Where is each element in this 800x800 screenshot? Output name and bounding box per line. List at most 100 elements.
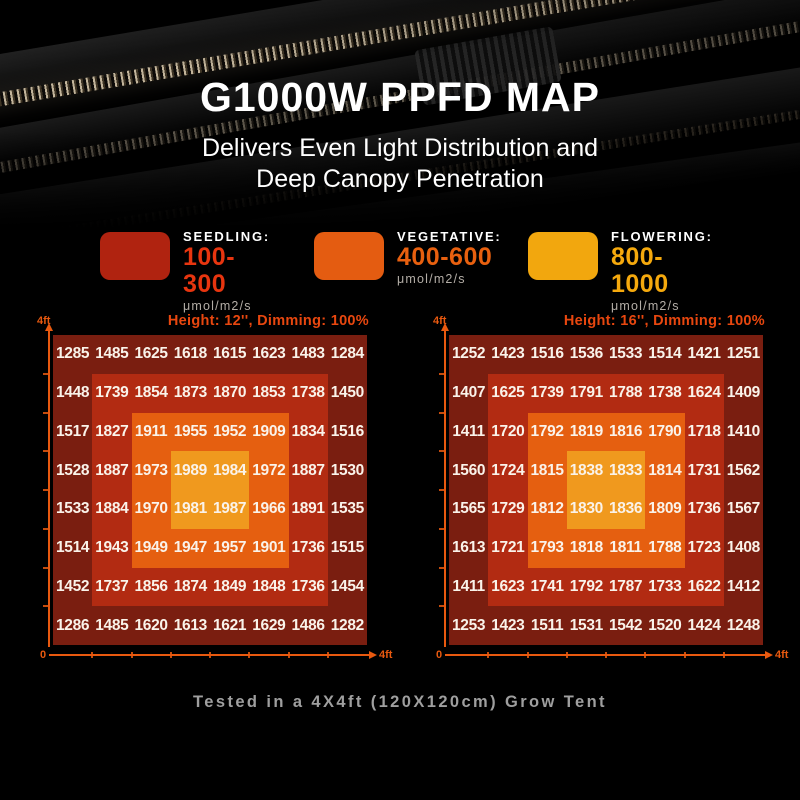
ppfd-charts: 4ft Height: 12'', Dimming: 100% 1285 1485… [0,311,800,667]
ppfd-cell: 1486 [288,606,328,645]
ppfd-chart-12in: 4ft Height: 12'', Dimming: 100% 1285 1485… [35,311,392,667]
ppfd-cell: 1452 [53,567,93,607]
ppfd-cell: 1787 [606,567,646,607]
ppfd-chart-16in: 4ft Height: 16'', Dimming: 100% 1252 1423… [431,311,788,667]
y-axis-tick [439,450,444,453]
ppfd-cell: 1957 [210,528,250,568]
ppfd-cell: 1848 [249,567,289,607]
y-axis-tick [439,527,444,530]
test-condition-caption: Tested in a 4X4ft (120X120cm) Grow Tent [193,693,607,711]
legend-item-vegetative: VEGETATIVE: 400-600 μmol/m2/s [314,229,500,313]
x-axis-origin-label: 0 [40,649,47,661]
y-axis-tick [439,411,444,414]
ppfd-cell: 1613 [449,528,489,568]
ppfd-cell: 1849 [210,567,250,607]
x-axis-tick [287,652,290,658]
ppfd-cell: 1870 [210,373,250,413]
page-title: G1000W PPFD MAP [199,74,601,120]
ppfd-cell: 1811 [606,528,646,568]
ppfd-cell: 1966 [249,490,289,529]
ppfd-cell: 1282 [327,606,367,645]
ppfd-cell: 1407 [449,373,489,413]
ppfd-cell: 1736 [288,528,328,568]
ppfd-cell: 1792 [527,412,567,452]
vegetative-color-swatch [314,232,384,280]
ppfd-cell: 1517 [53,412,93,452]
ppfd-cell: 1729 [488,490,528,529]
ppfd-cell: 1853 [249,373,289,413]
ppfd-cell: 1560 [449,451,489,490]
ppfd-cell: 1423 [488,335,528,374]
ppfd-cell: 1531 [566,606,606,645]
x-axis-tick [565,652,568,658]
ppfd-cell: 1736 [684,490,724,529]
ppfd-cell: 1987 [210,490,250,529]
ppfd-cell: 1833 [606,451,646,490]
x-axis-tick [248,652,251,658]
ppfd-cell: 1738 [645,373,685,413]
ppfd-cell: 1788 [645,528,685,568]
x-axis-tick [487,652,490,658]
ppfd-cell: 1535 [327,490,367,529]
legend-item-flowering: FLOWERING: 800-1000 μmol/m2/s [528,229,711,313]
ppfd-cell: 1622 [684,567,724,607]
legend-unit: μmol/m2/s [397,272,466,286]
ppfd-cell: 1838 [566,451,606,490]
ppfd-cell: 1814 [645,451,685,490]
ppfd-cell: 1412 [723,567,763,607]
ppfd-cell: 1723 [684,528,724,568]
ppfd-cell: 1973 [131,451,171,490]
ppfd-cell: 1741 [527,567,567,607]
x-axis-tick [526,652,529,658]
ppfd-cell: 1410 [723,412,763,452]
ppfd-cell: 1731 [684,451,724,490]
ppfd-cell: 1972 [249,451,289,490]
ppfd-cell: 1836 [606,490,646,529]
ppfd-cell: 1955 [170,412,210,452]
ppfd-cell: 1286 [53,606,93,645]
ppfd-cell: 1421 [684,335,724,374]
legend-range: 400-600 [397,243,493,271]
ppfd-cell: 1528 [53,451,93,490]
x-axis-tick [605,652,607,658]
x-axis-origin-label: 0 [436,649,443,661]
y-axis-line [48,331,50,647]
x-axis-arrow-icon [369,651,377,659]
ppfd-cell: 1827 [92,412,132,452]
ppfd-cell: 1408 [723,528,763,568]
ppfd-cell: 1618 [170,335,210,374]
page-subtitle: Delivers Even Light Distribution and Dee… [0,133,800,195]
y-axis-tick [439,566,444,569]
ppfd-cell: 1830 [566,490,606,529]
ppfd-cell: 1533 [606,335,646,374]
ppfd-cell: 1854 [131,373,171,413]
ppfd-cell: 1736 [288,567,328,607]
ppfd-cell: 1533 [53,490,93,529]
ppfd-cell: 1981 [170,490,210,529]
y-axis-tick [43,489,48,491]
ppfd-cell: 1793 [527,528,567,568]
ppfd-cell: 1511 [527,606,567,645]
ppfd-cell: 1565 [449,490,489,529]
ppfd-cell: 1970 [131,490,171,529]
ppfd-cell: 1952 [210,412,250,452]
grow-light-photo [0,0,800,238]
ppfd-cell: 1454 [327,567,367,607]
ppfd-cell: 1720 [488,412,528,452]
ppfd-cell: 1949 [131,528,171,568]
legend-unit: μmol/m2/s [611,299,680,313]
ppfd-cell: 1724 [488,451,528,490]
chart-title: Height: 16'', Dimming: 100% [563,313,765,329]
ppfd-cell: 1514 [645,335,685,374]
ppfd-cell: 1721 [488,528,528,568]
flowering-color-swatch [528,232,598,280]
ppfd-cell: 1514 [53,528,93,568]
x-axis-tick [130,652,133,658]
ppfd-cell: 1285 [53,335,93,374]
ppfd-cell: 1887 [288,451,328,490]
y-axis-arrow-icon [441,323,449,331]
legend-label: SEEDLING: [183,229,270,244]
ppfd-cell: 1424 [684,606,724,645]
chart-title: Height: 12'', Dimming: 100% [167,313,369,329]
x-axis-tick [722,652,725,658]
